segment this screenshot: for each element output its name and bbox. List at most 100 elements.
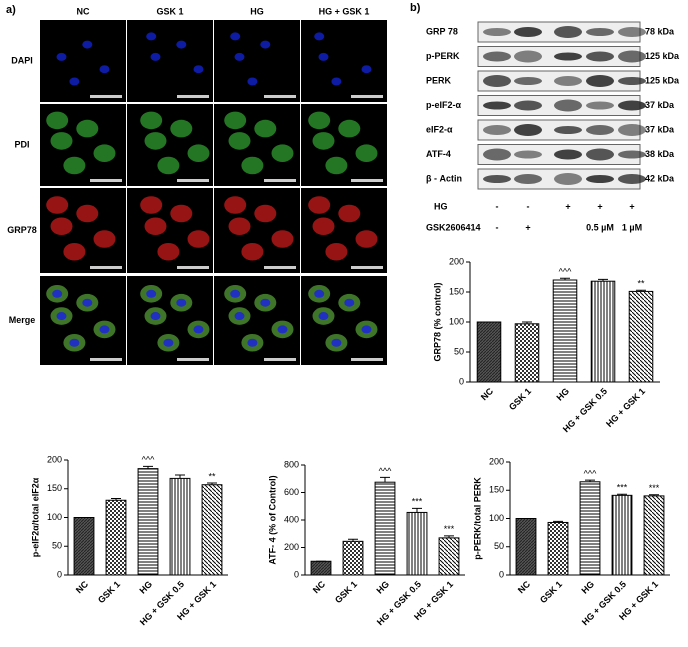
bar (514, 323, 540, 383)
band (554, 173, 582, 185)
nucleus (176, 298, 187, 307)
size-label: 37 kDa (645, 124, 675, 134)
cell (230, 32, 241, 41)
cell (361, 65, 372, 74)
cell (331, 77, 342, 86)
bar (628, 290, 654, 383)
y-tick-label: 200 (47, 454, 62, 464)
error-bar (585, 479, 595, 482)
size-label: 125 kDa (645, 75, 680, 85)
scale-bar (90, 266, 122, 269)
cell (228, 217, 251, 236)
cell (144, 132, 167, 150)
cell (193, 65, 204, 74)
y-tick-label: 0 (294, 569, 299, 579)
nucleus (314, 289, 325, 298)
y-tick-label: 50 (494, 541, 504, 551)
bar (137, 468, 159, 576)
y-tick-label: 150 (47, 483, 62, 493)
cell (170, 119, 193, 138)
significance-label: ** (208, 471, 216, 481)
error-bar (560, 277, 570, 280)
cell (50, 132, 73, 150)
bar (547, 521, 569, 576)
error-bar (649, 494, 659, 496)
cell (93, 230, 116, 248)
band (483, 175, 511, 183)
bar (406, 511, 428, 576)
protein-label: p-eIF2-α (426, 100, 462, 110)
nucleus (247, 338, 258, 347)
y-tick-label: 200 (489, 456, 504, 466)
x-tick-label: GSK 1 (333, 579, 359, 605)
band (586, 125, 614, 135)
scale-bar (264, 266, 296, 269)
band (514, 77, 542, 85)
cell (56, 52, 67, 61)
nucleus (234, 312, 245, 321)
cell (234, 52, 245, 61)
bar (374, 481, 396, 576)
protein-label: ATF-4 (426, 149, 451, 159)
nucleus (331, 338, 342, 347)
band (618, 124, 646, 136)
y-tick-label: 0 (459, 376, 464, 386)
bar (611, 494, 633, 576)
error-bar (207, 482, 217, 485)
row-label: Merge (9, 315, 36, 325)
treatment-label: HG (434, 201, 448, 211)
bar (201, 484, 223, 576)
cell (241, 242, 264, 261)
cell (271, 230, 294, 248)
error-bar (111, 498, 121, 501)
band (586, 28, 614, 36)
band (618, 150, 646, 159)
scale-bar (177, 266, 209, 269)
scale-bar (351, 266, 383, 269)
significance-label: *** (412, 497, 423, 507)
y-tick-label: 100 (449, 316, 464, 326)
nucleus (277, 325, 288, 334)
x-tick-label: HG (374, 579, 391, 596)
column-header: HG (250, 6, 264, 16)
cell (99, 65, 110, 74)
band (514, 124, 542, 136)
lane-label: + (629, 201, 634, 211)
band (618, 174, 646, 184)
micrograph (127, 276, 213, 365)
y-axis-label: GRP78 (% control) (432, 282, 442, 361)
size-label: 38 kDa (645, 149, 675, 159)
significance-label: *** (649, 483, 660, 493)
cell (224, 111, 247, 130)
cell (271, 144, 294, 162)
band (483, 28, 511, 36)
y-tick-label: 200 (449, 256, 464, 266)
y-tick-label: 150 (489, 485, 504, 495)
band (514, 27, 542, 37)
column-header: GSK 1 (156, 6, 183, 16)
error-bar (348, 538, 358, 542)
size-label: 125 kDa (645, 51, 680, 61)
lane-label: + (565, 201, 570, 211)
band (483, 75, 511, 87)
significance-label: ** (637, 279, 645, 289)
y-tick-label: 100 (47, 512, 62, 522)
band (514, 100, 542, 111)
x-tick-label: NC (311, 579, 328, 596)
lane-label: 1 µM (622, 222, 642, 232)
cell (69, 77, 80, 86)
cell (63, 242, 86, 261)
band (483, 51, 511, 62)
scale-bar (264, 358, 296, 361)
y-tick-label: 800 (284, 459, 299, 469)
cell (338, 204, 361, 223)
x-tick-label: NC (479, 386, 496, 403)
scale-bar (351, 358, 383, 361)
x-tick-label: NC (74, 579, 91, 596)
band (554, 126, 582, 134)
cell (140, 111, 163, 130)
y-tick-label: 200 (284, 542, 299, 552)
cell (254, 204, 277, 223)
nucleus (52, 289, 63, 298)
cell (157, 242, 180, 261)
